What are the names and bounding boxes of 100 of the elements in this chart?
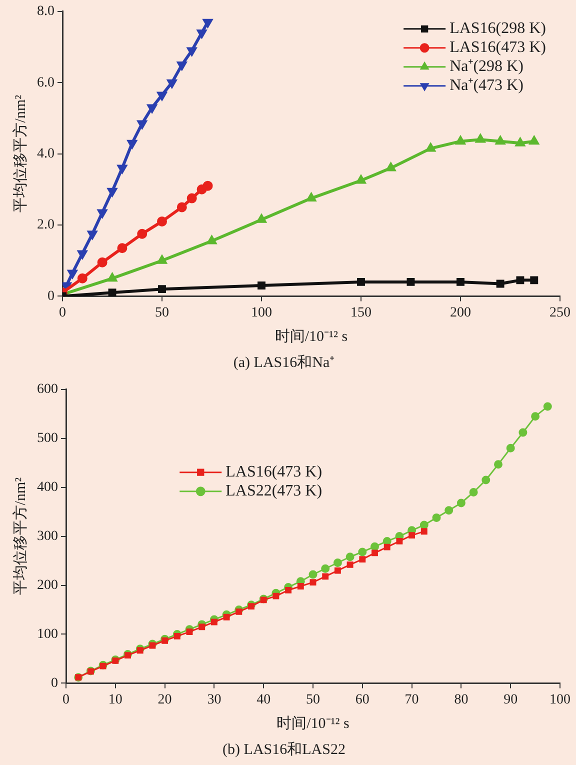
x-tick-label: 10 [108, 692, 122, 708]
point [149, 642, 156, 649]
point [530, 276, 538, 284]
legend-label: LAS22(473 K) [226, 482, 322, 500]
y-tick-label: 200 [37, 578, 58, 593]
point [98, 209, 107, 218]
point [256, 214, 266, 223]
point [456, 498, 466, 508]
point [518, 428, 528, 437]
point [506, 444, 515, 452]
point [420, 528, 428, 535]
y-tick-label: 6.0 [37, 75, 54, 90]
x-tick-label: 30 [207, 692, 222, 708]
point [382, 536, 392, 546]
y-tick-label: 2.0 [37, 218, 54, 233]
point [236, 608, 242, 615]
point [334, 567, 341, 574]
legend-label: Na⁺(473 K) [450, 77, 524, 94]
point [157, 216, 167, 226]
point [516, 276, 524, 284]
point [187, 47, 196, 56]
point [210, 618, 218, 626]
point [162, 637, 168, 644]
point [372, 550, 378, 556]
point [174, 632, 180, 640]
point [136, 647, 144, 654]
point [494, 460, 502, 469]
legend-label: LAS16(473 K) [450, 39, 546, 56]
y-tick-label: 300 [37, 528, 58, 544]
point [198, 624, 206, 630]
point [396, 538, 403, 544]
x-axis-title: 时间/10⁻¹² s [274, 328, 348, 345]
text: (b) LAS16和LAS22 [222, 740, 346, 758]
y-tick-label: 600 [37, 382, 58, 398]
point [322, 573, 329, 580]
x-tick-label: 150 [350, 305, 372, 320]
point [148, 104, 157, 113]
point [186, 628, 193, 636]
point [406, 278, 415, 286]
x-tick-label: 100 [550, 692, 570, 708]
x-tick-label: 50 [155, 305, 169, 320]
point [310, 579, 316, 586]
x-tick-label: 250 [550, 305, 570, 320]
point [333, 558, 342, 567]
point [138, 120, 147, 129]
point [308, 570, 318, 579]
point [346, 552, 354, 562]
x-tick-label: 50 [306, 692, 320, 708]
point [496, 280, 504, 288]
point [157, 256, 167, 264]
y-axis-title: 平均位移平方/nm² [12, 94, 29, 213]
point [285, 586, 292, 594]
legend-label: Na⁺(298 K) [450, 58, 524, 76]
point [68, 270, 77, 278]
point [77, 273, 88, 284]
point [97, 257, 108, 268]
x-axis-title: 时间/10⁻¹² s [276, 714, 350, 732]
point [202, 180, 213, 191]
y-tick-label: 100 [37, 626, 58, 642]
point [346, 561, 354, 568]
point [297, 583, 304, 590]
point [384, 544, 390, 550]
point [426, 143, 436, 152]
point [456, 136, 466, 145]
point [543, 402, 552, 411]
text: (a) LAS16和Na⁺ [233, 354, 335, 371]
point [258, 282, 266, 290]
point [456, 278, 464, 286]
y-tick-label: 500 [37, 431, 58, 446]
x-tick-label: 100 [251, 305, 272, 320]
x-tick-label: 60 [355, 692, 370, 708]
x-tick-label: 70 [404, 692, 419, 708]
point [108, 288, 116, 296]
legend-label: LAS16(473 K) [226, 464, 322, 481]
point [432, 513, 441, 522]
y-tick-label: 0 [48, 288, 54, 304]
legend-label: LAS16(298 K) [450, 20, 546, 38]
x-tick-label: 200 [450, 305, 471, 320]
y-tick-label: 4.0 [37, 146, 54, 162]
point [117, 243, 128, 254]
point [176, 202, 187, 212]
point [272, 592, 280, 600]
point [186, 193, 197, 204]
point [158, 285, 166, 294]
point [420, 520, 428, 530]
point [137, 228, 148, 239]
point [356, 176, 366, 184]
point [357, 278, 365, 286]
point [444, 506, 454, 515]
point [157, 92, 167, 100]
x-tick-label: 20 [158, 692, 172, 708]
point [248, 603, 254, 610]
point [482, 476, 490, 484]
x-tick-label: 40 [256, 692, 271, 708]
point [469, 488, 478, 496]
point [321, 564, 330, 573]
point [223, 614, 230, 620]
y-axis-title: 平均位移平方/nm² [12, 476, 29, 596]
point [370, 542, 379, 551]
x-tick-label: 90 [504, 692, 518, 708]
